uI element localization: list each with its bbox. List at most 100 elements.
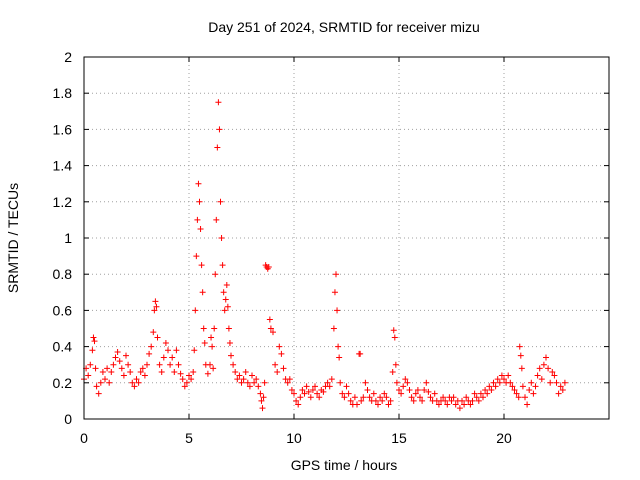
y-tick-label: 1.2	[53, 194, 73, 210]
data-point	[336, 354, 343, 361]
data-point	[232, 368, 239, 375]
y-tick-label: 2	[64, 49, 72, 65]
data-point	[150, 329, 157, 336]
data-point	[87, 361, 94, 368]
data-point	[471, 390, 478, 397]
data-point	[383, 394, 390, 401]
data-point	[423, 379, 430, 386]
data-point	[549, 368, 556, 375]
data-point	[501, 376, 507, 383]
data-point	[236, 372, 243, 379]
data-point	[469, 397, 476, 404]
data-point	[459, 397, 465, 404]
data-point	[406, 387, 413, 394]
data-point	[379, 397, 386, 404]
data-point	[334, 307, 341, 314]
data-point	[251, 379, 258, 386]
data-point	[392, 361, 399, 368]
y-tick-label: 0.4	[53, 339, 73, 355]
data-point	[194, 216, 201, 223]
data-point	[197, 225, 204, 232]
data-point	[387, 397, 394, 404]
data-point	[228, 352, 234, 359]
data-point	[553, 379, 560, 386]
data-point	[339, 390, 346, 397]
data-point	[208, 334, 215, 341]
data-point	[198, 262, 205, 269]
data-point	[217, 198, 224, 205]
data-point	[305, 388, 312, 395]
data-point	[421, 387, 428, 394]
data-point	[114, 349, 121, 356]
data-point	[209, 343, 216, 350]
data-point	[498, 372, 505, 379]
data-point	[461, 401, 468, 408]
data-point	[146, 350, 153, 357]
data-point	[385, 401, 392, 408]
data-point	[92, 365, 99, 372]
data-point	[516, 343, 523, 350]
data-point	[488, 387, 495, 394]
grid-lines	[84, 57, 609, 419]
data-point	[314, 390, 321, 397]
x-tick-label: 10	[286, 430, 302, 446]
y-tick-label: 0.2	[53, 375, 73, 391]
data-point	[484, 390, 491, 397]
y-tick-label: 0.8	[53, 266, 73, 282]
data-point	[473, 394, 480, 401]
data-point	[219, 262, 226, 269]
data-point	[543, 354, 549, 361]
data-point	[183, 379, 190, 386]
data-point	[286, 376, 293, 383]
data-point	[179, 376, 186, 383]
data-point	[377, 394, 384, 401]
data-point	[199, 289, 206, 296]
data-point	[561, 379, 568, 386]
plot-frame	[83, 56, 610, 420]
data-point	[494, 376, 501, 383]
data-point	[482, 387, 489, 394]
data-point	[123, 352, 129, 359]
data-point	[89, 347, 96, 354]
y-axis-label: SRMTID / TECUs	[5, 183, 21, 293]
data-point	[324, 379, 331, 386]
data-point	[419, 397, 426, 404]
data-point	[152, 298, 159, 305]
y-tick-label: 0.6	[53, 302, 73, 318]
data-point	[261, 379, 268, 386]
data-point	[125, 361, 132, 368]
data-point	[221, 307, 228, 314]
data-point	[291, 390, 297, 397]
data-point	[258, 397, 265, 404]
data-point	[517, 352, 524, 359]
data-point	[538, 376, 545, 383]
data-point	[238, 379, 245, 386]
data-point	[295, 401, 302, 408]
data-point	[366, 394, 373, 401]
data-point	[175, 361, 182, 368]
data-point	[524, 401, 531, 408]
data-point	[452, 401, 459, 408]
data-point	[190, 368, 197, 375]
data-point	[412, 390, 419, 397]
data-point	[131, 383, 138, 390]
data-point	[218, 235, 225, 241]
data-point	[224, 303, 231, 310]
data-point	[246, 383, 253, 390]
x-tick-label: 15	[391, 430, 407, 446]
y-tick-label: 1.6	[53, 121, 73, 137]
chart-title: Day 251 of 2024, SRMTID for receiver miz…	[208, 19, 480, 35]
data-point	[260, 394, 267, 401]
data-point	[104, 365, 111, 372]
data-point	[393, 379, 400, 386]
data-point	[555, 390, 562, 397]
data-point	[536, 365, 543, 372]
data-point	[177, 370, 184, 377]
data-point	[192, 307, 199, 314]
data-point	[518, 365, 525, 372]
data-point	[335, 343, 342, 350]
data-point	[223, 282, 230, 289]
data-point	[408, 394, 415, 401]
data-point	[417, 394, 423, 401]
